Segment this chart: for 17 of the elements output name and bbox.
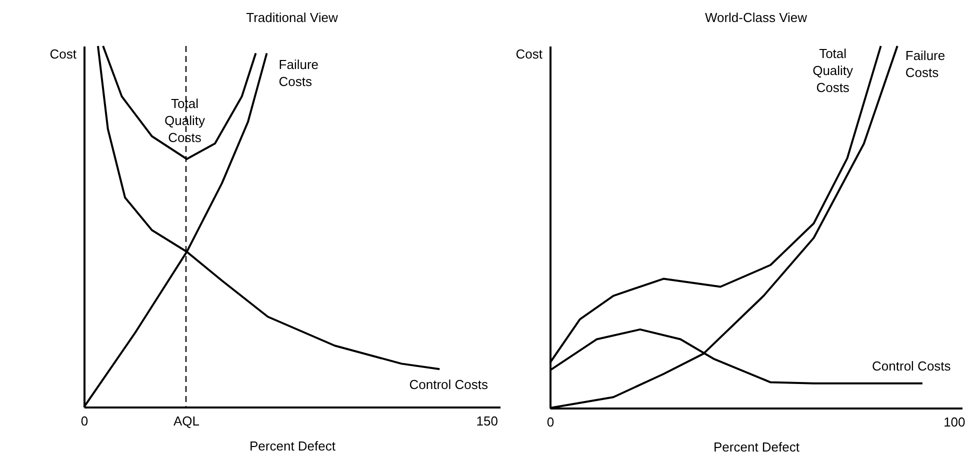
series-label: Total Quality Costs [812,46,854,95]
x-tick-label: 0 [80,414,88,428]
x-axis-title: Percent Defect [714,440,800,454]
x-tick-label: 100 [944,414,966,430]
series-label: Failure Costs [905,48,946,80]
chart-title: Traditional View [246,10,338,25]
y-axis-title: Cost [516,46,543,62]
series-label: Failure Costs [278,57,319,90]
x-tick-label: AQL [173,414,200,428]
series-label: Total Quality Costs [164,96,206,146]
y-axis-title: Cost [50,46,77,62]
x-axis-title: Percent Defect [250,438,336,454]
series-label: Control Costs [409,377,488,392]
x-tick-label: 150 [476,414,498,428]
x-tick-label: 0 [546,414,554,430]
chart-title: World-Class View [704,10,808,25]
series-label: Control Costs [872,358,952,374]
